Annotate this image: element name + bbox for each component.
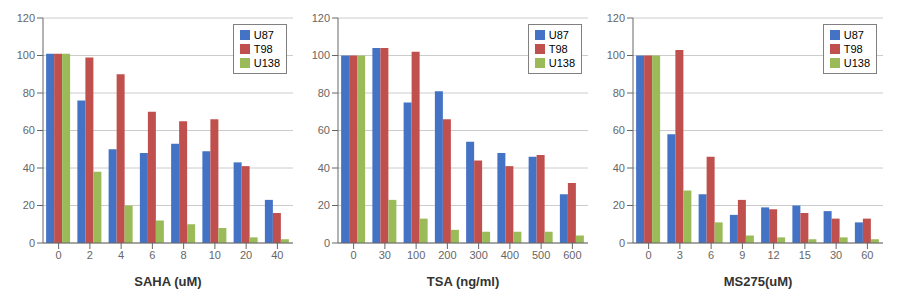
svg-text:400: 400 bbox=[501, 249, 519, 261]
svg-text:12: 12 bbox=[768, 249, 780, 261]
svg-text:100: 100 bbox=[312, 49, 330, 61]
svg-text:10: 10 bbox=[209, 249, 221, 261]
svg-text:15: 15 bbox=[799, 249, 811, 261]
svg-text:6: 6 bbox=[708, 249, 714, 261]
svg-text:6: 6 bbox=[149, 249, 155, 261]
svg-text:200: 200 bbox=[438, 249, 456, 261]
svg-text:120: 120 bbox=[607, 12, 625, 24]
svg-text:3: 3 bbox=[677, 249, 683, 261]
svg-text:0: 0 bbox=[324, 237, 330, 249]
svg-text:300: 300 bbox=[469, 249, 487, 261]
svg-text:60: 60 bbox=[318, 124, 330, 136]
svg-text:60: 60 bbox=[613, 124, 625, 136]
html-text:U138: U138 bbox=[843, 57, 870, 69]
svg-text:40: 40 bbox=[271, 249, 283, 261]
svg-text:120: 120 bbox=[17, 12, 35, 24]
svg-text:40: 40 bbox=[613, 162, 625, 174]
svg-text:0: 0 bbox=[29, 237, 35, 249]
svg-text:120: 120 bbox=[312, 12, 330, 24]
svg-text:20: 20 bbox=[23, 199, 35, 211]
svg-text:60: 60 bbox=[23, 124, 35, 136]
html-text:U87: U87 bbox=[843, 29, 864, 41]
html-text:U138: U138 bbox=[253, 57, 280, 69]
svg-text:4: 4 bbox=[118, 249, 124, 261]
svg-text:60: 60 bbox=[861, 249, 873, 261]
svg-text:20: 20 bbox=[318, 199, 330, 211]
html-text:T98: T98 bbox=[253, 43, 273, 55]
html-text:U87: U87 bbox=[253, 29, 274, 41]
svg-text:0: 0 bbox=[619, 237, 625, 249]
svg-text:TSA (ng/ml): TSA (ng/ml) bbox=[427, 274, 499, 289]
svg-text:20: 20 bbox=[240, 249, 252, 261]
html-text:T98: T98 bbox=[548, 43, 568, 55]
svg-text:100: 100 bbox=[607, 49, 625, 61]
svg-text:2: 2 bbox=[87, 249, 93, 261]
svg-text:20: 20 bbox=[613, 199, 625, 211]
svg-text:0: 0 bbox=[351, 249, 357, 261]
svg-text:80: 80 bbox=[613, 87, 625, 99]
svg-text:0: 0 bbox=[56, 249, 62, 261]
svg-text:30: 30 bbox=[379, 249, 391, 261]
html-text:U87: U87 bbox=[548, 29, 569, 41]
svg-text:100: 100 bbox=[17, 49, 35, 61]
svg-text:500: 500 bbox=[532, 249, 550, 261]
svg-text:80: 80 bbox=[23, 87, 35, 99]
svg-text:80: 80 bbox=[318, 87, 330, 99]
svg-text:9: 9 bbox=[739, 249, 745, 261]
svg-text:30: 30 bbox=[830, 249, 842, 261]
svg-text:100: 100 bbox=[407, 249, 425, 261]
html-text:U138: U138 bbox=[548, 57, 575, 69]
svg-text:0: 0 bbox=[646, 249, 652, 261]
svg-text:600: 600 bbox=[563, 249, 581, 261]
svg-text:8: 8 bbox=[181, 249, 187, 261]
html-text:T98: T98 bbox=[843, 43, 863, 55]
svg-text:MS275(uM): MS275(uM) bbox=[724, 274, 793, 289]
svg-text:40: 40 bbox=[318, 162, 330, 174]
svg-text:40: 40 bbox=[23, 162, 35, 174]
svg-text:SAHA (uM): SAHA (uM) bbox=[134, 274, 201, 289]
